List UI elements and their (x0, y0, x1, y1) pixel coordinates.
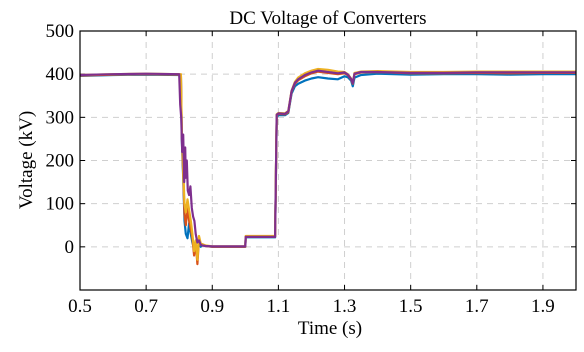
plot-frame (79, 30, 577, 291)
x-tick-label: 0.5 (68, 296, 92, 317)
x-tick-label: 0.9 (200, 296, 224, 317)
y-tick-label: 300 (46, 107, 75, 128)
y-tick-label: 200 (46, 151, 75, 172)
x-tick-label: 1.1 (267, 296, 291, 317)
x-tick-label: 0.7 (134, 296, 158, 317)
x-tick-label: 1.7 (465, 296, 489, 317)
x-tick-label: 1.5 (399, 296, 423, 317)
y-tick-label: 400 (46, 64, 75, 85)
series-line-4 (79, 69, 576, 248)
y-tick-label: 500 (46, 21, 75, 42)
x-axis-label: Time (s) (298, 318, 362, 339)
chart-title: DC Voltage of Converters (229, 8, 426, 29)
x-tick-label: 1.9 (531, 296, 555, 317)
y-axis-label: Voltage (kV) (16, 111, 37, 209)
y-tick-label: 0 (65, 237, 75, 258)
series-group (79, 67, 576, 266)
x-tick-label: 1.3 (333, 296, 357, 317)
tick-labels: 0.5 0.7 0.9 1.1 1.3 1.5 1.7 1.9 0 100 200 300 400 500 (46, 21, 555, 317)
y-tick-label: 100 (46, 194, 75, 215)
